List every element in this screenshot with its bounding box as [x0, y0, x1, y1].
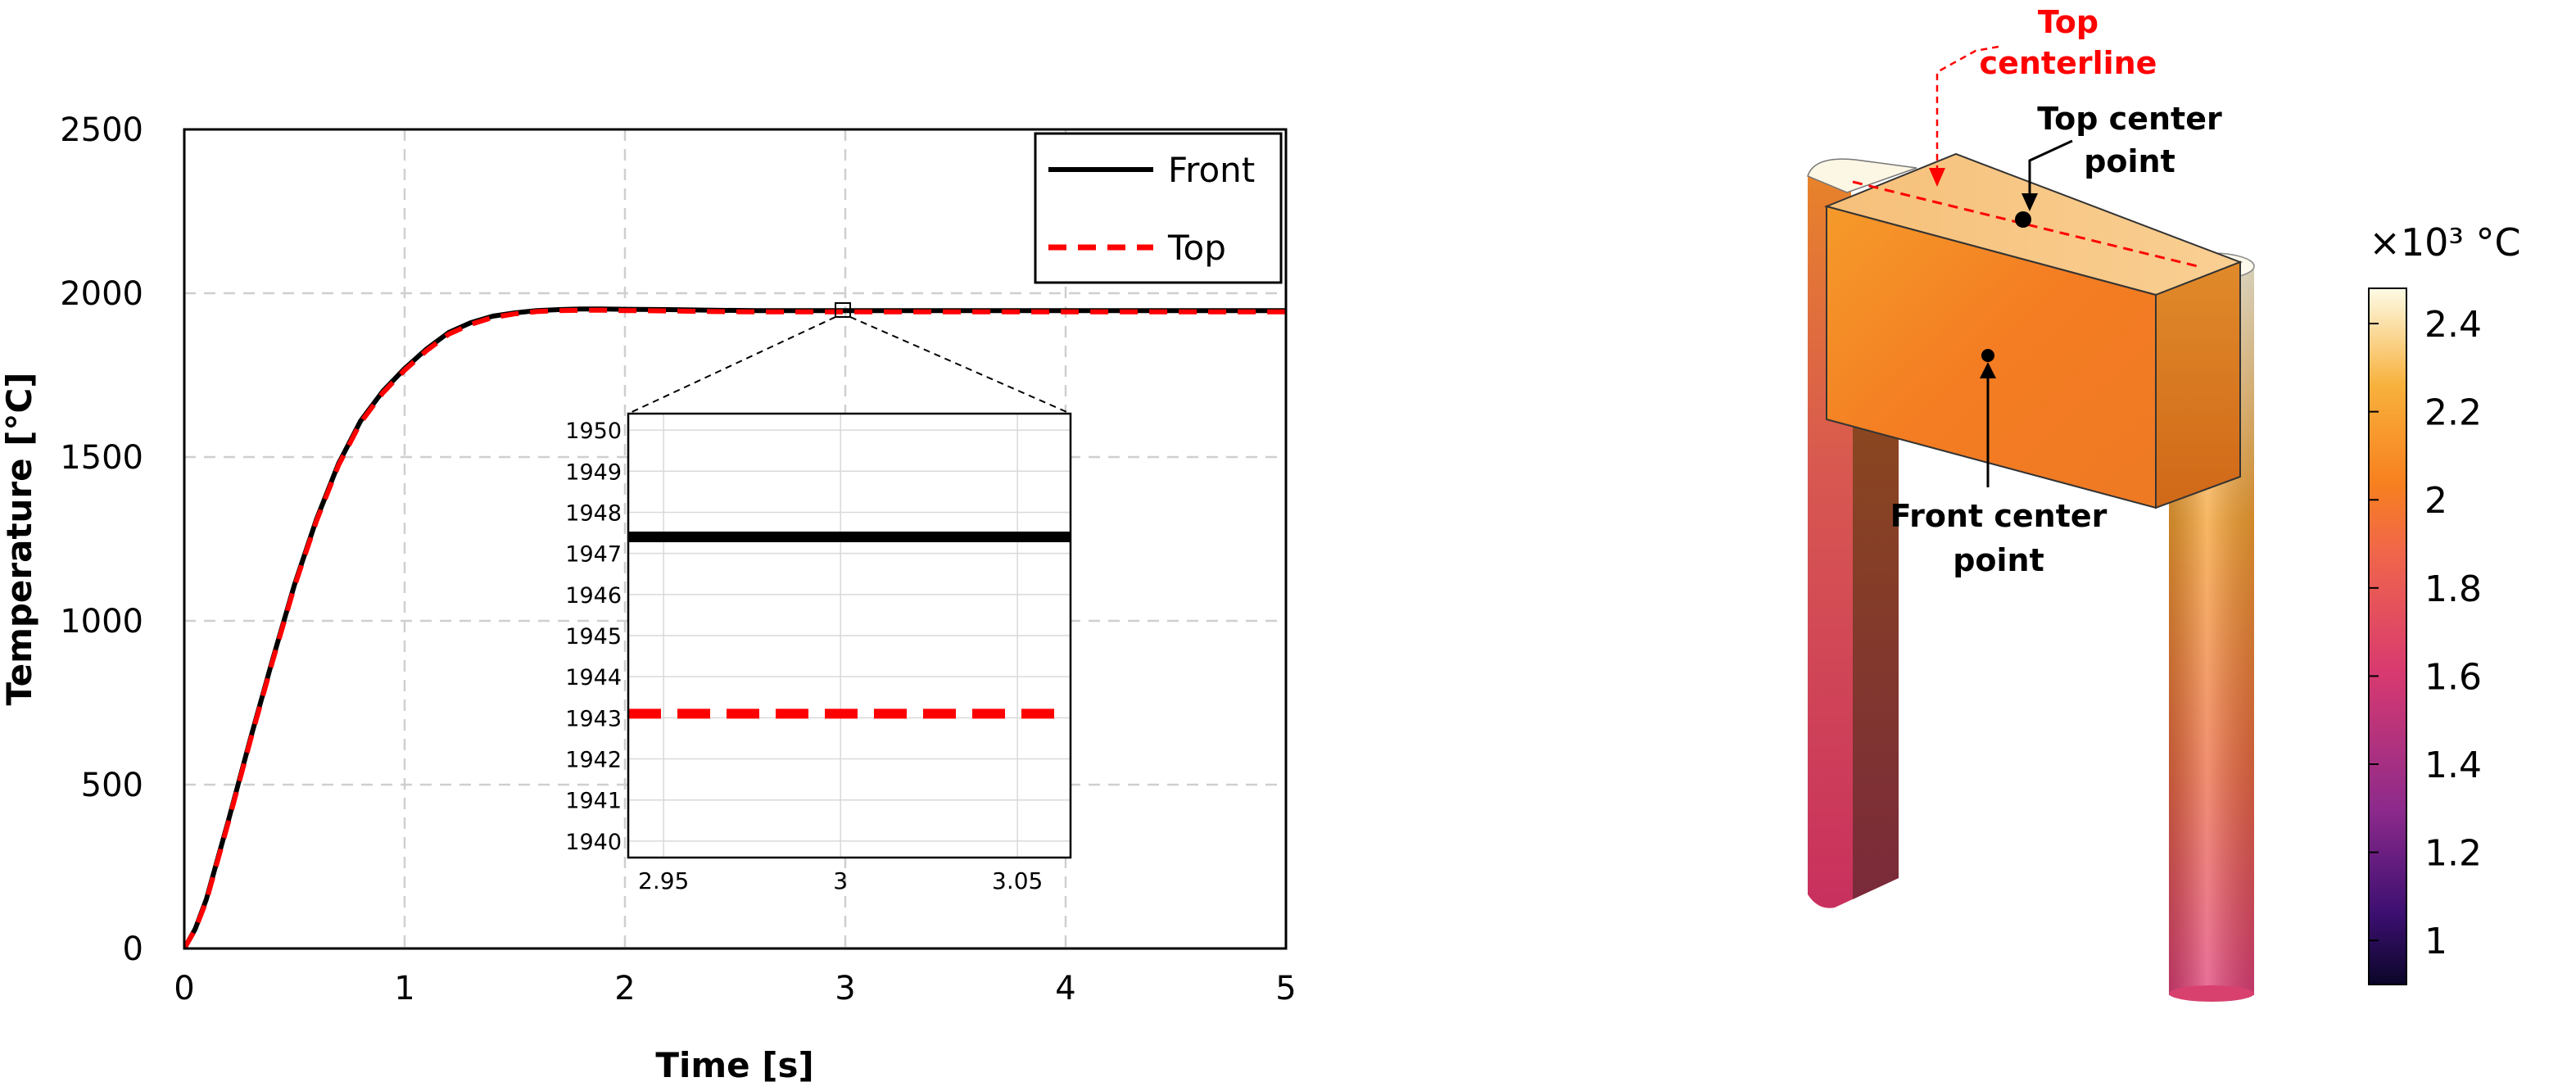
right-leg-bottom: [2169, 985, 2254, 1002]
colorbar-tick-label-1.8: 1.8: [2424, 568, 2482, 610]
top-centerline-callout-arrowhead: [1929, 168, 1945, 187]
x-axis-label: Time [s]: [655, 1045, 813, 1085]
inset-y-tick-label-1946: 1946: [565, 583, 622, 609]
colorbar-gradient: [2368, 287, 2407, 985]
inset-x-tick-label: 3.05: [992, 867, 1043, 894]
inset-zoom-plot: 2.95 3 3.05 1940 1941 1942 1943 1944 1945 1946 194…: [565, 412, 1072, 894]
block: [1823, 152, 2243, 509]
left-leg-side-face: [1853, 426, 1899, 899]
annotations: Top centerline Top center point Front ce…: [1890, 4, 2222, 578]
x-tick-label-1: 1: [394, 970, 414, 1007]
temperature-plot: 0 1 2 3 4 5 0 500 1000 1500 2000 2500 Time [s] Temp…: [0, 111, 1297, 1085]
main-tick-labels: 0 1 2 3 4 5 0 500 1000 1500 2000 2500: [60, 111, 1297, 1007]
inset-y-tick-label-1947: 1947: [565, 542, 622, 568]
inset-y-tick-label-1950: 1950: [565, 419, 622, 444]
inset-y-tick-label-1945: 1945: [565, 624, 622, 650]
zoom-connector-left: [627, 316, 836, 414]
inset-x-tick-label: 3: [833, 867, 848, 894]
x-tick-label-2: 2: [614, 970, 635, 1007]
inset-frame: [627, 412, 1072, 859]
y-tick-label-2000: 2000: [60, 275, 143, 313]
front-center-point-label-line2: point: [1953, 542, 2044, 578]
inset-series-group: [628, 532, 1071, 719]
inset-y-tick-label-1944: 1944: [565, 665, 622, 690]
legend-front-label: Front: [1168, 150, 1255, 190]
inset-y-tick-label-1941: 1941: [565, 789, 622, 814]
front-center-point-callout-arrowhead: [1980, 362, 1996, 378]
top-centerline-marker: [1852, 180, 2198, 268]
top-centerline-label-line2: centerline: [1980, 45, 2157, 81]
x-tick-label-4: 4: [1055, 970, 1075, 1007]
inset-y-tick-label-1940: 1940: [565, 830, 622, 855]
colorbar-tick-label-2.2: 2.2: [2424, 392, 2482, 434]
colorbar-tick-label-2: 2: [2424, 480, 2447, 522]
colorbar-unit-label: ×10³ °C: [2369, 220, 2520, 265]
top-centerline-callout-line: [1935, 45, 1999, 168]
main-axes-frame: [183, 128, 1288, 950]
heating-element-model: Top centerline Top center point Front ce…: [1807, 4, 2255, 1002]
y-tick-label-2500: 2500: [60, 111, 143, 149]
top-center-point-label-line1: Top center: [2037, 101, 2222, 137]
colorbar: ×10³ °C 1 1.2 1.4 1.6 1.8 2 2.2 2.4: [2368, 220, 2521, 985]
top-center-point-callout-arrowhead: [2021, 193, 2038, 211]
colorbar-tick-label-2.4: 2.4: [2424, 304, 2482, 346]
top-centerline-label-line1: Top: [2038, 4, 2098, 40]
inset-tick-labels: 2.95 3 3.05 1940 1941 1942 1943 1944 1945 1946 194…: [565, 419, 1043, 894]
zoom-connector-right: [849, 316, 1071, 414]
x-tick-label-5: 5: [1275, 970, 1296, 1007]
front-center-point-marker: [1981, 349, 1994, 362]
x-tick-label-3: 3: [835, 970, 855, 1007]
inset-y-tick-label-1949: 1949: [565, 459, 622, 485]
y-tick-label-500: 500: [81, 767, 143, 804]
legend: Front Top: [1034, 132, 1283, 284]
inset-x-tick-label: 2.95: [638, 867, 689, 894]
front-center-point-label-line1: Front center: [1890, 498, 2107, 534]
top-center-point-callout-line: [2028, 139, 2073, 193]
y-tick-label-1500: 1500: [60, 439, 143, 477]
inset-y-tick-label-1942: 1942: [565, 748, 622, 773]
colorbar-tick-label-1.4: 1.4: [2424, 745, 2482, 786]
colorbar-tick-label-1.2: 1.2: [2424, 833, 2482, 875]
top-center-point-marker: [2015, 211, 2031, 228]
top-center-point-label-line2: point: [2084, 143, 2175, 179]
y-tick-label-0: 0: [123, 930, 143, 968]
zoom-region-marker: [835, 302, 851, 318]
x-tick-label-0: 0: [174, 970, 194, 1007]
legend-top-label: Top: [1167, 228, 1226, 268]
colorbar-tick-label-1.6: 1.6: [2424, 656, 2482, 698]
inset-y-tick-label-1948: 1948: [565, 500, 622, 526]
y-tick-label-1000: 1000: [60, 603, 143, 641]
y-axis-label: Temperature [°C]: [0, 373, 39, 706]
colorbar-ticks: 1 1.2 1.4 1.6 1.8 2 2.2 2.4: [2369, 304, 2482, 962]
main-series-group: [184, 306, 1286, 948]
legend-box: [1034, 132, 1283, 284]
colorbar-tick-label-1: 1: [2424, 921, 2447, 962]
block-side-face: [2155, 260, 2241, 509]
series-line-top: [184, 307, 1286, 948]
left-leg-cap: [1807, 158, 1917, 193]
inset-y-tick-label-1943: 1943: [565, 706, 622, 731]
